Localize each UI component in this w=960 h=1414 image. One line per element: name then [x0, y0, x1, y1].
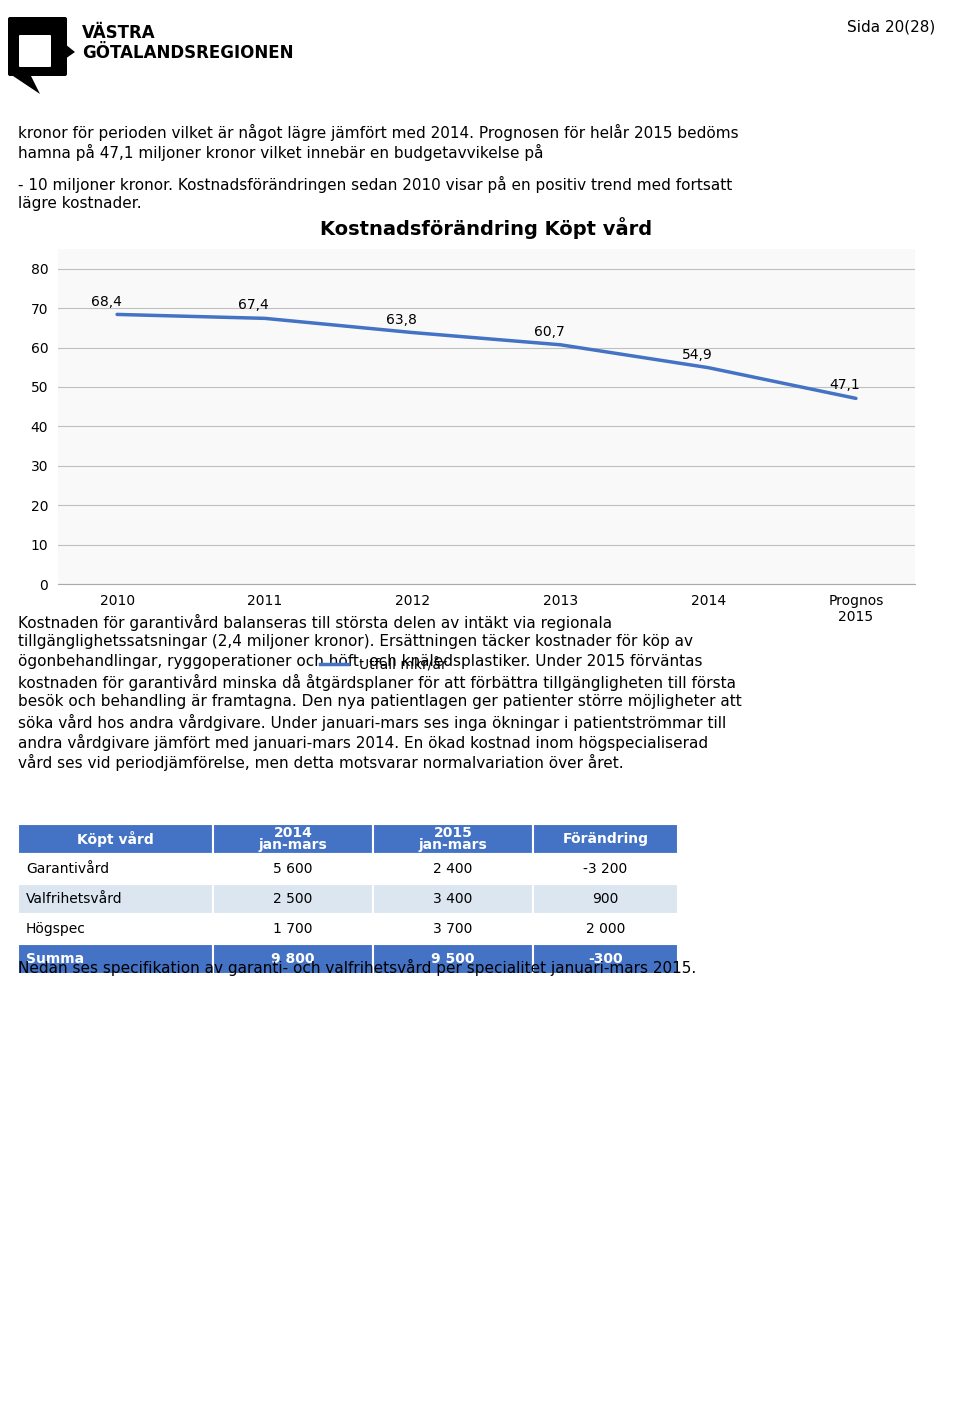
- Text: 2 000: 2 000: [586, 922, 625, 936]
- Bar: [533, 824, 678, 854]
- Bar: [533, 854, 678, 884]
- FancyBboxPatch shape: [19, 35, 51, 66]
- Text: 63,8: 63,8: [386, 312, 417, 327]
- Text: - 10 miljoner kronor. Kostnadsförändringen sedan 2010 visar på en positiv trend : - 10 miljoner kronor. Kostnadsförändring…: [18, 175, 732, 194]
- Text: Köpt vård: Köpt vård: [77, 831, 154, 847]
- Bar: [18, 824, 213, 854]
- Text: Valfrihetsvård: Valfrihetsvård: [26, 892, 123, 906]
- Text: Förändring: Förändring: [563, 831, 649, 846]
- Text: andra vårdgivare jämfört med januari-mars 2014. En ökad kostnad inom högspeciali: andra vårdgivare jämfört med januari-mar…: [18, 734, 708, 751]
- Text: 2 400: 2 400: [433, 863, 472, 877]
- Text: 3 700: 3 700: [433, 922, 472, 936]
- Text: vård ses vid periodjämförelse, men detta motsvarar normalvariation över året.: vård ses vid periodjämförelse, men detta…: [18, 754, 624, 771]
- Bar: [213, 913, 373, 945]
- Text: VÄSTRA: VÄSTRA: [82, 24, 156, 42]
- Text: kostnaden för garantivård minska då åtgärdsplaner för att förbättra tillgängligh: kostnaden för garantivård minska då åtgä…: [18, 674, 736, 691]
- Text: 68,4: 68,4: [90, 294, 121, 308]
- Text: GÖTALANDSREGIONEN: GÖTALANDSREGIONEN: [82, 44, 294, 62]
- Text: Nedan ses specifikation av garanti- och valfrihetsvård per specialitet januari-m: Nedan ses specifikation av garanti- och …: [18, 959, 696, 976]
- Text: 3 400: 3 400: [433, 892, 472, 906]
- Text: 900: 900: [592, 892, 618, 906]
- Text: kronor för perioden vilket är något lägre jämfört med 2014. Prognosen för helår : kronor för perioden vilket är något lägr…: [18, 124, 738, 141]
- Text: 5 600: 5 600: [274, 863, 313, 877]
- Text: Kostnaden för garantivård balanseras till största delen av intäkt via regionala: Kostnaden för garantivård balanseras til…: [18, 614, 612, 631]
- Text: 2 500: 2 500: [274, 892, 313, 906]
- Text: -3 200: -3 200: [584, 863, 628, 877]
- Text: ögonbehandlingar, ryggoperationer och höft- och knäledsplastiker. Under 2015 för: ögonbehandlingar, ryggoperationer och hö…: [18, 655, 703, 669]
- Text: -300: -300: [588, 952, 623, 966]
- Text: 1 700: 1 700: [274, 922, 313, 936]
- Text: 54,9: 54,9: [682, 348, 712, 362]
- Text: tillgänglighetssatsningar (2,4 miljoner kronor). Ersättningen täcker kostnader f: tillgänglighetssatsningar (2,4 miljoner …: [18, 633, 693, 649]
- Polygon shape: [65, 44, 75, 59]
- Text: 47,1: 47,1: [829, 379, 860, 393]
- Text: 9 800: 9 800: [272, 952, 315, 966]
- Bar: [18, 913, 213, 945]
- Legend: Utfall mkr/år: Utfall mkr/år: [315, 652, 452, 677]
- Text: 9 500: 9 500: [431, 952, 475, 966]
- Bar: [213, 854, 373, 884]
- Bar: [373, 913, 533, 945]
- Polygon shape: [10, 74, 40, 93]
- Bar: [213, 824, 373, 854]
- Text: 60,7: 60,7: [534, 325, 564, 339]
- Bar: [18, 945, 213, 974]
- Bar: [213, 945, 373, 974]
- Bar: [213, 884, 373, 913]
- Text: söka vård hos andra vårdgivare. Under januari-mars ses inga ökningar i patientst: söka vård hos andra vårdgivare. Under ja…: [18, 714, 727, 731]
- Text: hamna på 47,1 miljoner kronor vilket innebär en budgetavvikelse på: hamna på 47,1 miljoner kronor vilket inn…: [18, 144, 543, 161]
- Bar: [18, 884, 213, 913]
- Text: 2015: 2015: [434, 826, 472, 840]
- Bar: [373, 854, 533, 884]
- Bar: [533, 945, 678, 974]
- Bar: [373, 824, 533, 854]
- Text: Sida 20(28): Sida 20(28): [847, 18, 935, 34]
- Bar: [373, 945, 533, 974]
- Text: 67,4: 67,4: [238, 298, 269, 312]
- Bar: [18, 854, 213, 884]
- Text: jan-mars: jan-mars: [419, 839, 488, 853]
- Text: 2014: 2014: [274, 826, 312, 840]
- Text: Summa: Summa: [26, 952, 84, 966]
- Text: jan-mars: jan-mars: [258, 839, 327, 853]
- FancyBboxPatch shape: [8, 17, 67, 76]
- Text: besök och behandling är framtagna. Den nya patientlagen ger patienter större möj: besök och behandling är framtagna. Den n…: [18, 694, 742, 708]
- Text: lägre kostnader.: lägre kostnader.: [18, 197, 142, 211]
- Bar: [373, 884, 533, 913]
- Title: Kostnadsförändring Köpt vård: Kostnadsförändring Köpt vård: [321, 218, 653, 239]
- Text: Högspec: Högspec: [26, 922, 85, 936]
- Text: Garantivård: Garantivård: [26, 863, 109, 877]
- Bar: [533, 913, 678, 945]
- Bar: [533, 884, 678, 913]
